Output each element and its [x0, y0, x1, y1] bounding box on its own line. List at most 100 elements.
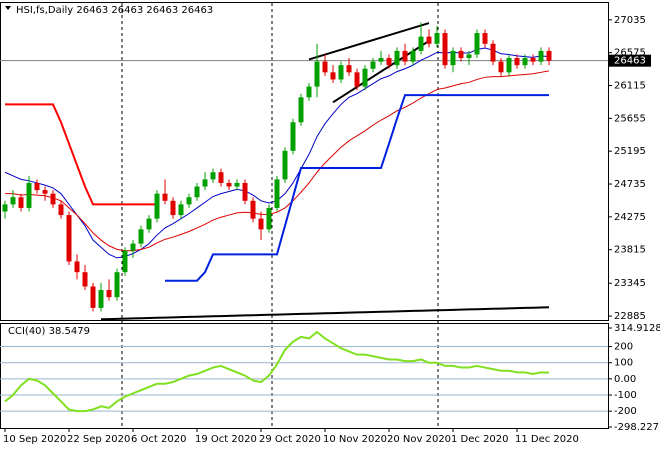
candle-body [50, 193, 56, 205]
candle-body [42, 190, 48, 194]
candle-body [458, 50, 464, 59]
candle-body [322, 61, 328, 73]
candle-body [210, 172, 216, 180]
y-tick-label: 25655 [614, 113, 646, 124]
y-tick-label: 27035 [614, 15, 646, 26]
candle-body [154, 193, 160, 219]
x-tick-label: 11 Dec 2020 [515, 434, 579, 445]
x-tick-label: 29 Oct 2020 [259, 434, 321, 445]
candle-body [530, 58, 536, 62]
candle-body [290, 122, 296, 151]
candle-body [450, 50, 456, 66]
candle-body [394, 50, 400, 66]
price-panel [0, 2, 609, 321]
candle-body [410, 50, 416, 62]
candle-body [522, 58, 528, 66]
y-tick-label: 100 [614, 358, 633, 369]
candle-body [402, 50, 408, 62]
x-tick-label: 19 Oct 2020 [195, 434, 257, 445]
y-tick-label: 314.9128 [614, 323, 660, 334]
y-tick-label: 26115 [614, 81, 646, 92]
candle-body [338, 65, 344, 80]
cci-panel [0, 323, 609, 429]
candle-body [426, 36, 432, 44]
x-tick-label: 6 Oct 2020 [131, 434, 186, 445]
candle-body [490, 43, 496, 62]
candle-body [314, 61, 320, 87]
candle-body [250, 200, 256, 219]
candle-body [354, 72, 360, 87]
y-tick-label: 24735 [614, 179, 646, 190]
last-price-label: 26463 [614, 56, 646, 67]
cci-line [4, 330, 550, 413]
candle-body [298, 97, 304, 123]
x-tick-label: 10 Nov 2020 [323, 434, 387, 445]
candle-body [186, 197, 192, 205]
x-tick-label: 1 Dec 2020 [451, 434, 509, 445]
y-tick-label: 200 [614, 342, 633, 353]
candle-body [122, 250, 128, 273]
candle-body [482, 33, 488, 44]
candle-body [114, 272, 120, 298]
candle-body [386, 58, 392, 66]
candle-body [242, 182, 248, 201]
y-tick-label: -100 [614, 390, 637, 401]
y-tick-label: 22885 [614, 311, 646, 322]
candle-body [498, 61, 504, 73]
x-tick-label: 22 Sep 2020 [67, 434, 130, 445]
candle-body [2, 204, 8, 212]
candle-body [66, 215, 72, 262]
x-tick-label: 10 Sep 2020 [3, 434, 66, 445]
overlay-line [100, 306, 550, 321]
overlay-line [5, 70, 550, 252]
candle-body [82, 272, 88, 287]
y-tick-label: 25195 [614, 146, 646, 157]
y-tick-label: 23815 [614, 245, 646, 256]
candle-body [474, 33, 480, 55]
overlay-line [5, 103, 157, 206]
candle-body [234, 182, 240, 187]
candle-body [514, 58, 520, 66]
month-separators [121, 3, 439, 428]
overlay-line [165, 94, 549, 282]
candle-body [546, 50, 552, 61]
trend-line [308, 22, 430, 61]
candle-body [418, 36, 424, 51]
menu-arrow [5, 6, 11, 10]
y-tick-label: -200 [614, 406, 637, 417]
candle-body [282, 150, 288, 180]
candle-body [10, 197, 16, 205]
last-price-box [609, 54, 651, 67]
candle-body [146, 218, 152, 230]
candle-body [306, 86, 312, 98]
candle-body [346, 65, 352, 73]
y-tick-label: 23345 [614, 278, 646, 289]
candle-body [74, 261, 80, 273]
candle-body [274, 179, 280, 208]
candle-body [330, 72, 336, 80]
candle-body [26, 182, 32, 208]
candle-body [226, 182, 232, 187]
candle-body [506, 58, 512, 73]
candle-body [98, 290, 104, 308]
candle-body [466, 54, 472, 59]
candle-body [266, 207, 272, 230]
candle-body [378, 58, 384, 62]
candle-body [90, 286, 96, 308]
candle-body [194, 186, 200, 198]
candle-body [202, 179, 208, 187]
candle-body [130, 243, 136, 251]
candle-body [258, 218, 264, 230]
candle-body [218, 172, 224, 183]
candle-body [34, 182, 40, 191]
candle-body [442, 33, 448, 66]
candle-body [362, 68, 368, 87]
candle-body [138, 229, 144, 244]
candle-body [434, 33, 440, 44]
candle-body [370, 61, 376, 69]
chart-title: HSI,fs,Daily 26463 26463 26463 26463 [16, 5, 213, 16]
candle-body [538, 50, 544, 62]
y-tick-label: 24275 [614, 212, 646, 223]
